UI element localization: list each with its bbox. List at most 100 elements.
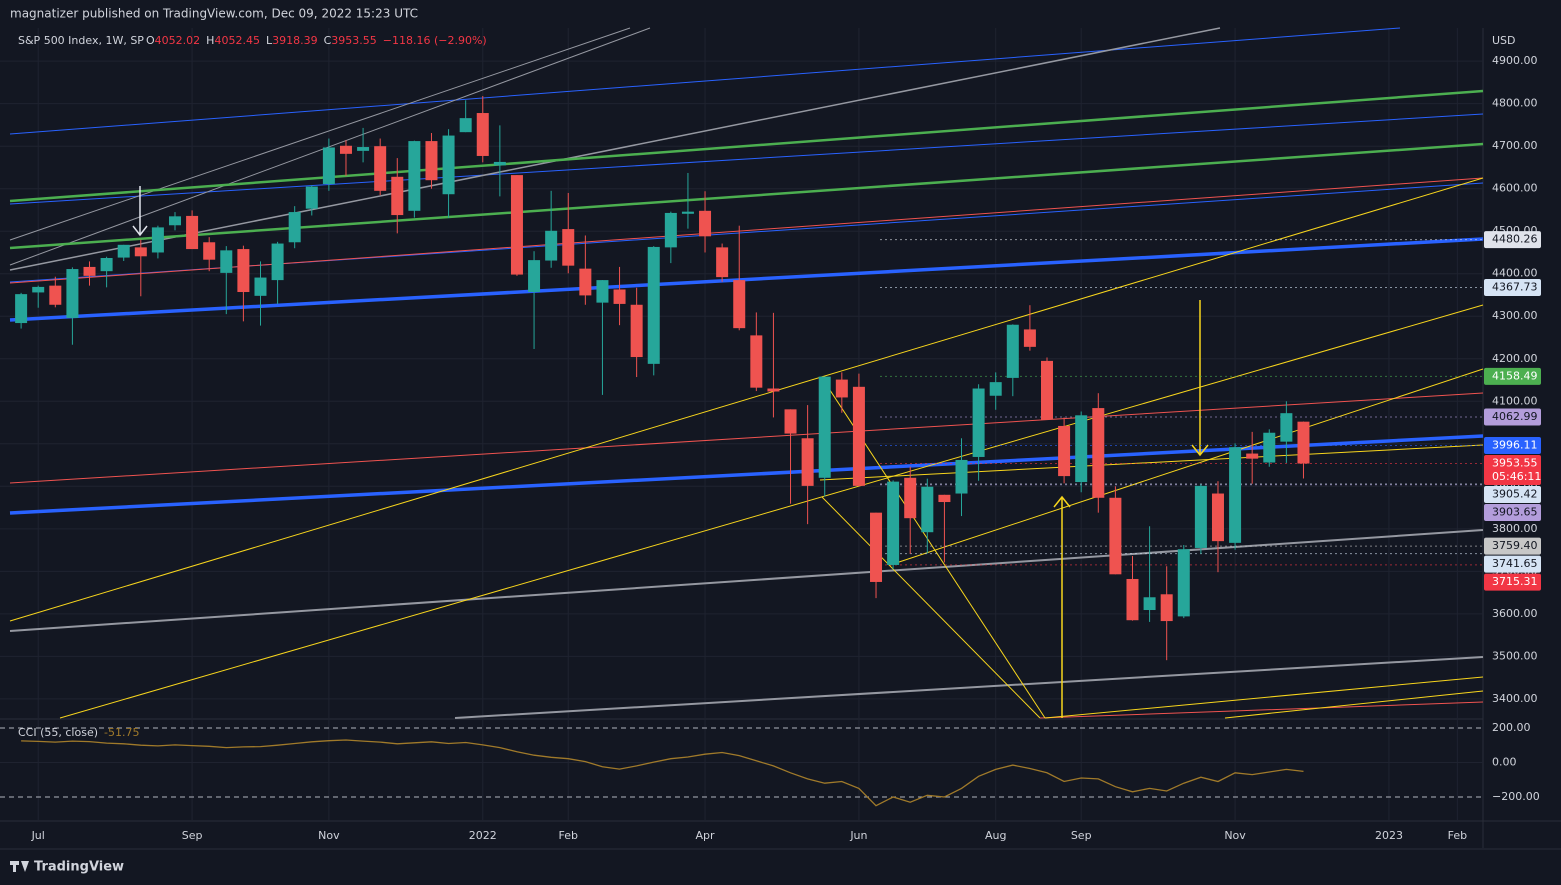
candle-body bbox=[476, 113, 489, 156]
level-label: 4062.99 bbox=[1492, 410, 1538, 423]
ohlc-value: 4052.45 bbox=[214, 34, 260, 47]
publisher: magnatizer published on TradingView.com,… bbox=[10, 7, 418, 21]
trendline bbox=[1039, 701, 1484, 719]
level-label: 3759.40 bbox=[1492, 539, 1538, 552]
trendline bbox=[1224, 690, 1484, 719]
candle-body bbox=[1075, 415, 1088, 483]
y-tick-label: 4400.00 bbox=[1492, 267, 1538, 280]
candle-body bbox=[545, 230, 558, 261]
candle-body bbox=[305, 186, 318, 209]
level-label: 3905.42 bbox=[1492, 488, 1538, 501]
x-tick-label: 2023 bbox=[1375, 829, 1403, 842]
cci-value: -51.75 bbox=[104, 726, 139, 739]
candle-body bbox=[681, 211, 694, 214]
level-label-box bbox=[1484, 408, 1541, 426]
brand: TradingView bbox=[34, 860, 124, 875]
candle-body bbox=[1177, 549, 1190, 617]
candle-body bbox=[801, 438, 814, 486]
candle-body bbox=[168, 216, 181, 226]
y-tick-label: 4200.00 bbox=[1492, 352, 1538, 365]
candle-body bbox=[186, 215, 199, 250]
candle-body bbox=[1143, 597, 1156, 611]
trendline bbox=[9, 177, 1484, 284]
candle-body bbox=[100, 258, 113, 272]
x-tick-label: Apr bbox=[696, 829, 716, 842]
arrow bbox=[1191, 300, 1209, 457]
candle-body bbox=[288, 212, 301, 243]
candle-body bbox=[1280, 413, 1293, 442]
y-tick-label: 4300.00 bbox=[1492, 309, 1538, 322]
candle-body bbox=[1211, 493, 1224, 542]
candle-body bbox=[887, 481, 900, 565]
x-tick-label: Jun bbox=[849, 829, 867, 842]
candle-body bbox=[254, 277, 267, 296]
candle-body bbox=[835, 379, 848, 398]
y-tick-label: 3400.00 bbox=[1492, 692, 1538, 705]
candle-body bbox=[596, 280, 609, 303]
ohlc-key: H bbox=[206, 34, 214, 47]
ohlc-value: 3918.39 bbox=[272, 34, 318, 47]
ohlc-key: O bbox=[146, 34, 155, 47]
ohlc-value: 3953.55 bbox=[331, 34, 377, 47]
candle-body bbox=[921, 486, 934, 533]
level-label-box bbox=[1484, 555, 1541, 573]
candle-body bbox=[818, 376, 831, 478]
candle-body bbox=[49, 285, 62, 305]
trendline bbox=[9, 177, 1484, 622]
candle-body bbox=[1194, 485, 1207, 548]
level-label: 3996.11 bbox=[1492, 438, 1538, 451]
logo bbox=[10, 861, 29, 872]
candle-body bbox=[699, 210, 712, 237]
level-label: 3715.31 bbox=[1492, 575, 1538, 588]
candle-body bbox=[66, 269, 79, 318]
ohlc-key: C bbox=[324, 34, 332, 47]
trendline bbox=[9, 142, 1484, 250]
x-tick-label: Feb bbox=[1448, 829, 1467, 842]
candle-body bbox=[510, 175, 523, 275]
y-tick-label: 4600.00 bbox=[1492, 182, 1538, 195]
arrow bbox=[132, 186, 148, 237]
candle-body bbox=[579, 268, 592, 296]
cci-tick-label: 200.00 bbox=[1492, 721, 1531, 734]
candle-body bbox=[750, 335, 763, 388]
candle-body bbox=[784, 409, 797, 434]
cci-name: CCI (55, close) bbox=[18, 726, 98, 739]
trendline bbox=[59, 304, 1484, 719]
candle-body bbox=[1092, 408, 1105, 498]
trendline bbox=[1044, 676, 1484, 719]
level-label-box bbox=[1484, 231, 1541, 249]
trendline bbox=[889, 368, 1484, 566]
trendline bbox=[9, 113, 1484, 205]
candle-body bbox=[647, 246, 660, 364]
candles bbox=[15, 96, 1310, 661]
y-tick-label: 3600.00 bbox=[1492, 607, 1538, 620]
candle-body bbox=[870, 512, 883, 582]
candle-body bbox=[528, 260, 541, 293]
level-label-box bbox=[1484, 504, 1541, 522]
candle-body bbox=[391, 176, 404, 216]
trendline bbox=[9, 89, 1484, 203]
cci-tick-label: −200.00 bbox=[1492, 790, 1540, 803]
candle-body bbox=[1023, 329, 1036, 347]
candle-body bbox=[1058, 425, 1071, 477]
candle-body bbox=[117, 244, 130, 258]
level-label-box bbox=[1484, 486, 1541, 504]
candle-body bbox=[852, 386, 865, 486]
candle-body bbox=[408, 141, 421, 211]
candle-body bbox=[83, 266, 96, 276]
x-tick-label: Sep bbox=[182, 829, 203, 842]
change: −118.16 (−2.90%) bbox=[383, 34, 487, 47]
candle-body bbox=[271, 243, 284, 281]
candle-body bbox=[459, 118, 472, 133]
y-tick-label: 3500.00 bbox=[1492, 649, 1538, 662]
level-label: 4158.49 bbox=[1492, 369, 1538, 382]
x-tick-label: Sep bbox=[1071, 829, 1092, 842]
x-tick-label: Jul bbox=[31, 829, 45, 842]
candle-body bbox=[1263, 432, 1276, 463]
arrow bbox=[1053, 495, 1071, 718]
candle-body bbox=[322, 147, 335, 185]
trendline bbox=[9, 27, 1221, 271]
level-label-box bbox=[1484, 278, 1541, 296]
level-label-box bbox=[1484, 537, 1541, 555]
grid bbox=[0, 28, 1483, 820]
